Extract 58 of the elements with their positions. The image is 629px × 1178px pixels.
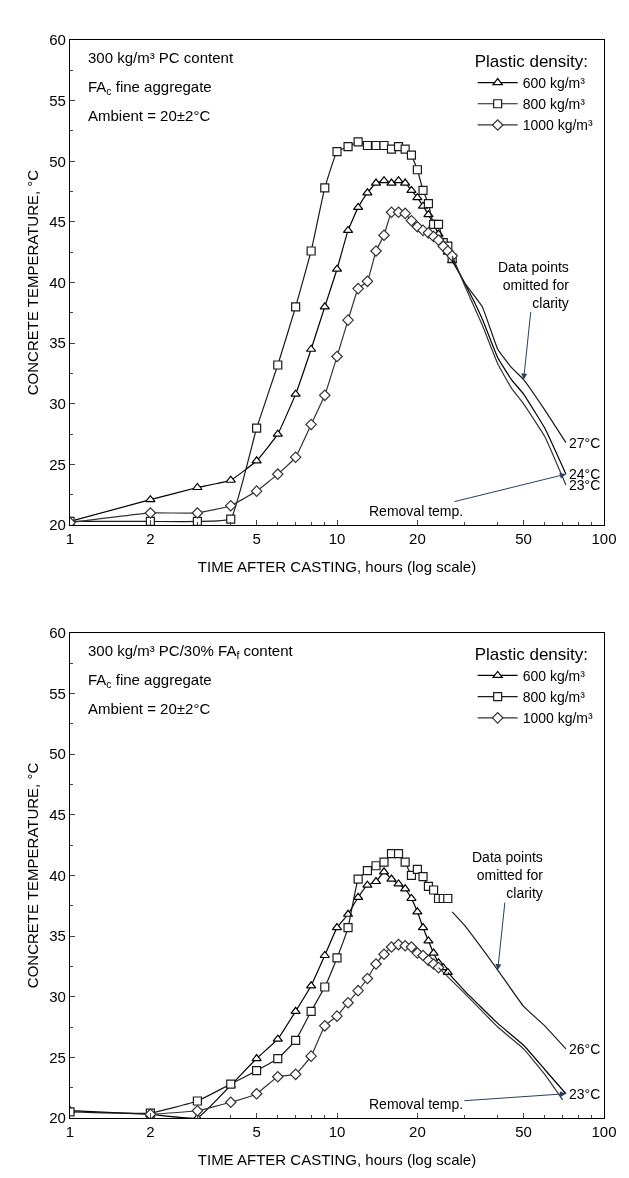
annotation: Data points omitted for clarity xyxy=(498,259,570,312)
y-tick-label: 45 xyxy=(49,806,66,824)
legend-label: 800 kg/m³ xyxy=(522,96,586,113)
y-tick-label: 25 xyxy=(49,455,66,473)
x-tick-label: 50 xyxy=(515,530,532,548)
legend-label: 1000 kg/m³ xyxy=(522,710,594,727)
annotation: FA$_{c}$ fine aggregate xyxy=(88,78,212,98)
annotation: Removal temp. xyxy=(369,503,464,519)
legend-label: 1000 kg/m³ xyxy=(522,117,594,134)
y-tick-label: 35 xyxy=(49,334,66,352)
x-tick-label: 10 xyxy=(328,530,346,548)
x-tick-label: 2 xyxy=(146,530,155,548)
x-axis-title: TIME AFTER CASTING, hours (log scale) xyxy=(197,1151,477,1169)
y-tick-label: 20 xyxy=(49,1109,66,1127)
annotation: FA$_{c}$ fine aggregate xyxy=(88,671,212,691)
x-tick-label: 5 xyxy=(252,1123,261,1141)
annotation: Removal temp. xyxy=(369,1096,464,1112)
y-tick-label: 60 xyxy=(49,624,66,642)
annotation: 24°C xyxy=(569,466,601,482)
y-tick-label: 20 xyxy=(49,516,66,534)
y-tick-label: 35 xyxy=(49,927,66,945)
y-axis-title: CONCRETE TEMPERATURE, °C xyxy=(24,762,42,989)
annotation: 300 kg/m³ PC/30% FA$_{f}$ content xyxy=(88,642,294,662)
annotation: Ambient = 20±2°C xyxy=(88,700,211,717)
x-tick-label: 20 xyxy=(409,1123,426,1141)
y-tick-label: 50 xyxy=(49,152,66,170)
y-axis-title: CONCRETE TEMPERATURE, °C xyxy=(24,169,42,396)
x-tick-label: 2 xyxy=(146,1123,155,1141)
y-tick-label: 50 xyxy=(49,745,66,763)
y-tick-label: 45 xyxy=(49,213,66,231)
annotation: 23°C xyxy=(569,1086,601,1102)
y-tick-label: 30 xyxy=(49,987,66,1005)
y-tick-label: 25 xyxy=(49,1048,66,1066)
y-tick-label: 55 xyxy=(49,684,66,702)
x-tick-label: 1 xyxy=(65,1123,75,1141)
legend-label: 600 kg/m³ xyxy=(522,667,586,684)
annotation: 27°C xyxy=(569,435,601,451)
x-tick-label: 5 xyxy=(252,530,261,548)
x-tick-label: 20 xyxy=(409,530,426,548)
y-tick-label: 55 xyxy=(49,91,66,109)
legend-label: 600 kg/m³ xyxy=(522,75,586,92)
x-axis-title: TIME AFTER CASTING, hours (log scale) xyxy=(197,558,477,576)
annotation: 300 kg/m³ PC content xyxy=(88,49,234,66)
x-tick-label: 50 xyxy=(515,1123,532,1141)
annotation: Data points omitted for clarity xyxy=(472,849,544,902)
x-tick-label: 100 xyxy=(591,530,617,548)
annotation: Ambient = 20±2°C xyxy=(88,107,211,124)
legend-title: Plastic density: xyxy=(474,644,589,664)
legend-title: Plastic density: xyxy=(474,51,589,71)
y-tick-label: 40 xyxy=(49,866,66,884)
y-tick-label: 40 xyxy=(49,273,66,291)
x-tick-label: 100 xyxy=(591,1123,617,1141)
legend-label: 800 kg/m³ xyxy=(522,689,586,706)
x-tick-label: 10 xyxy=(328,1123,346,1141)
x-tick-label: 1 xyxy=(65,530,75,548)
y-tick-label: 30 xyxy=(49,395,66,413)
y-tick-label: 60 xyxy=(49,31,66,49)
annotation: 26°C xyxy=(569,1041,601,1057)
